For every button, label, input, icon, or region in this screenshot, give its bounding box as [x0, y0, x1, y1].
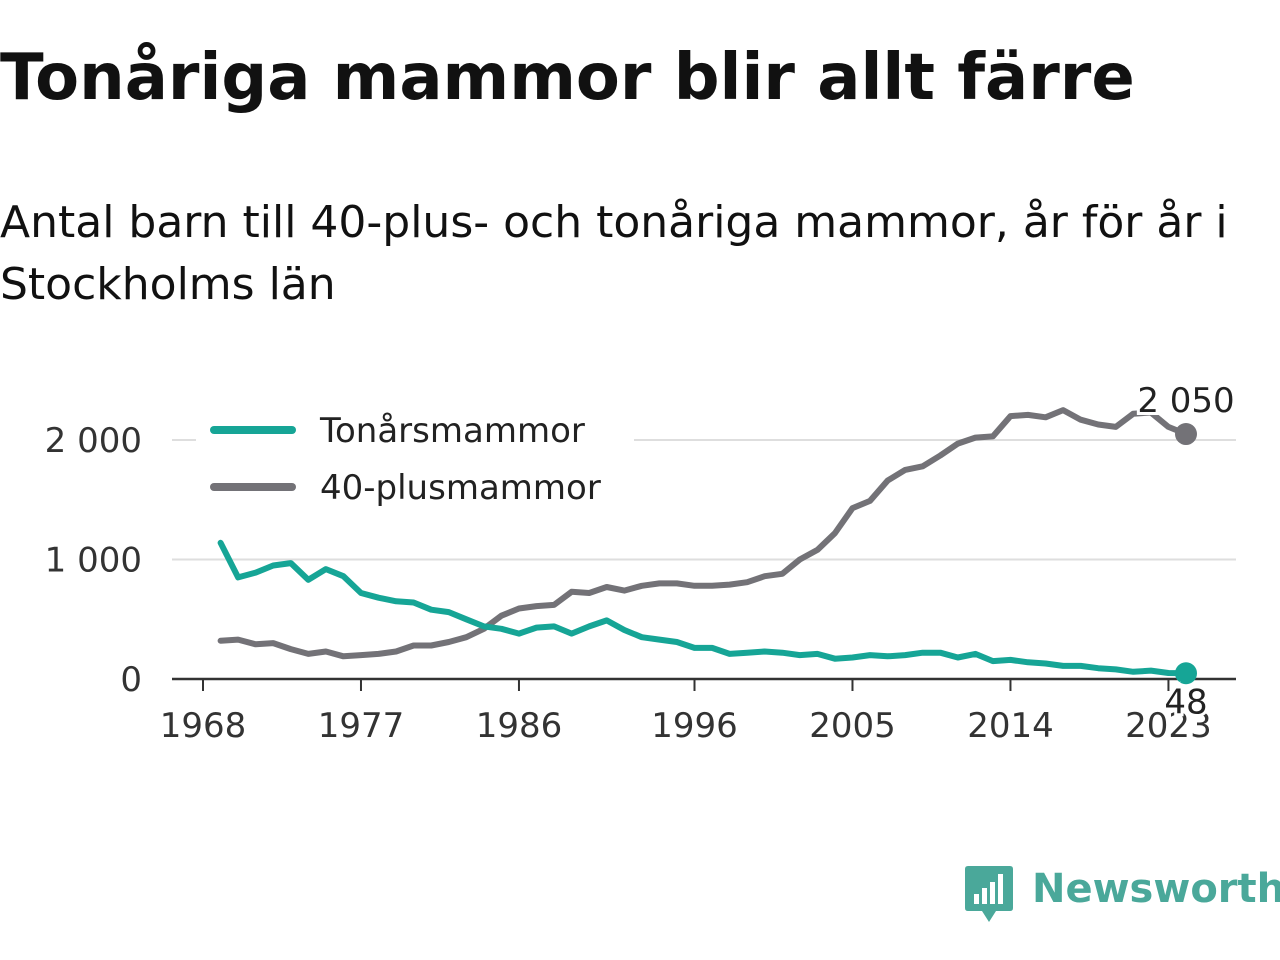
end-value-label: 48: [1164, 682, 1207, 722]
x-tick-label: 1968: [160, 706, 247, 746]
x-tick-label: 1986: [476, 706, 563, 746]
chart-subtitle: Antal barn till 40-plus- och tonåriga ma…: [0, 197, 1228, 310]
gridlines: 0 1 000 2 000: [45, 421, 1236, 700]
x-tick-label: 1996: [651, 706, 738, 746]
chart-title: Tonåriga mammor blir allt färre: [0, 41, 1135, 115]
x-tick-label: 1977: [318, 706, 405, 746]
x-tick-label: 2023: [1125, 706, 1212, 746]
legend-background: [196, 400, 634, 526]
x-tick-label: 2005: [809, 706, 896, 746]
y-tick-label: 0: [120, 660, 142, 700]
y-tick-label: 2 000: [45, 421, 142, 461]
end-labels: 2 050 48: [1134, 378, 1237, 725]
x-tick-label: 2014: [967, 706, 1054, 746]
newsworthy-logo: Newsworthy: [964, 864, 1280, 926]
legend-label: 40-plusmammor: [320, 468, 601, 508]
x-axis: 1968 1977 1986 1996 2005 2014 2023: [160, 677, 1236, 746]
series-line: [217, 407, 1189, 660]
series-line: [217, 539, 1189, 677]
legend-label: Tonårsmammor: [319, 411, 585, 451]
series-lines: [217, 407, 1189, 677]
line-chart: 0 1 000 2 000 1968 1977 1986 1996 2005 2014 2023…: [44, 378, 1237, 746]
legend: Tonårsmammor 40-plusmammor: [196, 400, 634, 526]
y-tick-label: 1 000: [45, 541, 142, 581]
end-point: [1175, 423, 1197, 446]
end-value-label: 2 050: [1137, 381, 1234, 421]
brand-name: Newsworthy: [1032, 866, 1280, 912]
bar-chart-speech-bubble-icon: [965, 866, 1013, 922]
end-point: [1175, 662, 1197, 685]
